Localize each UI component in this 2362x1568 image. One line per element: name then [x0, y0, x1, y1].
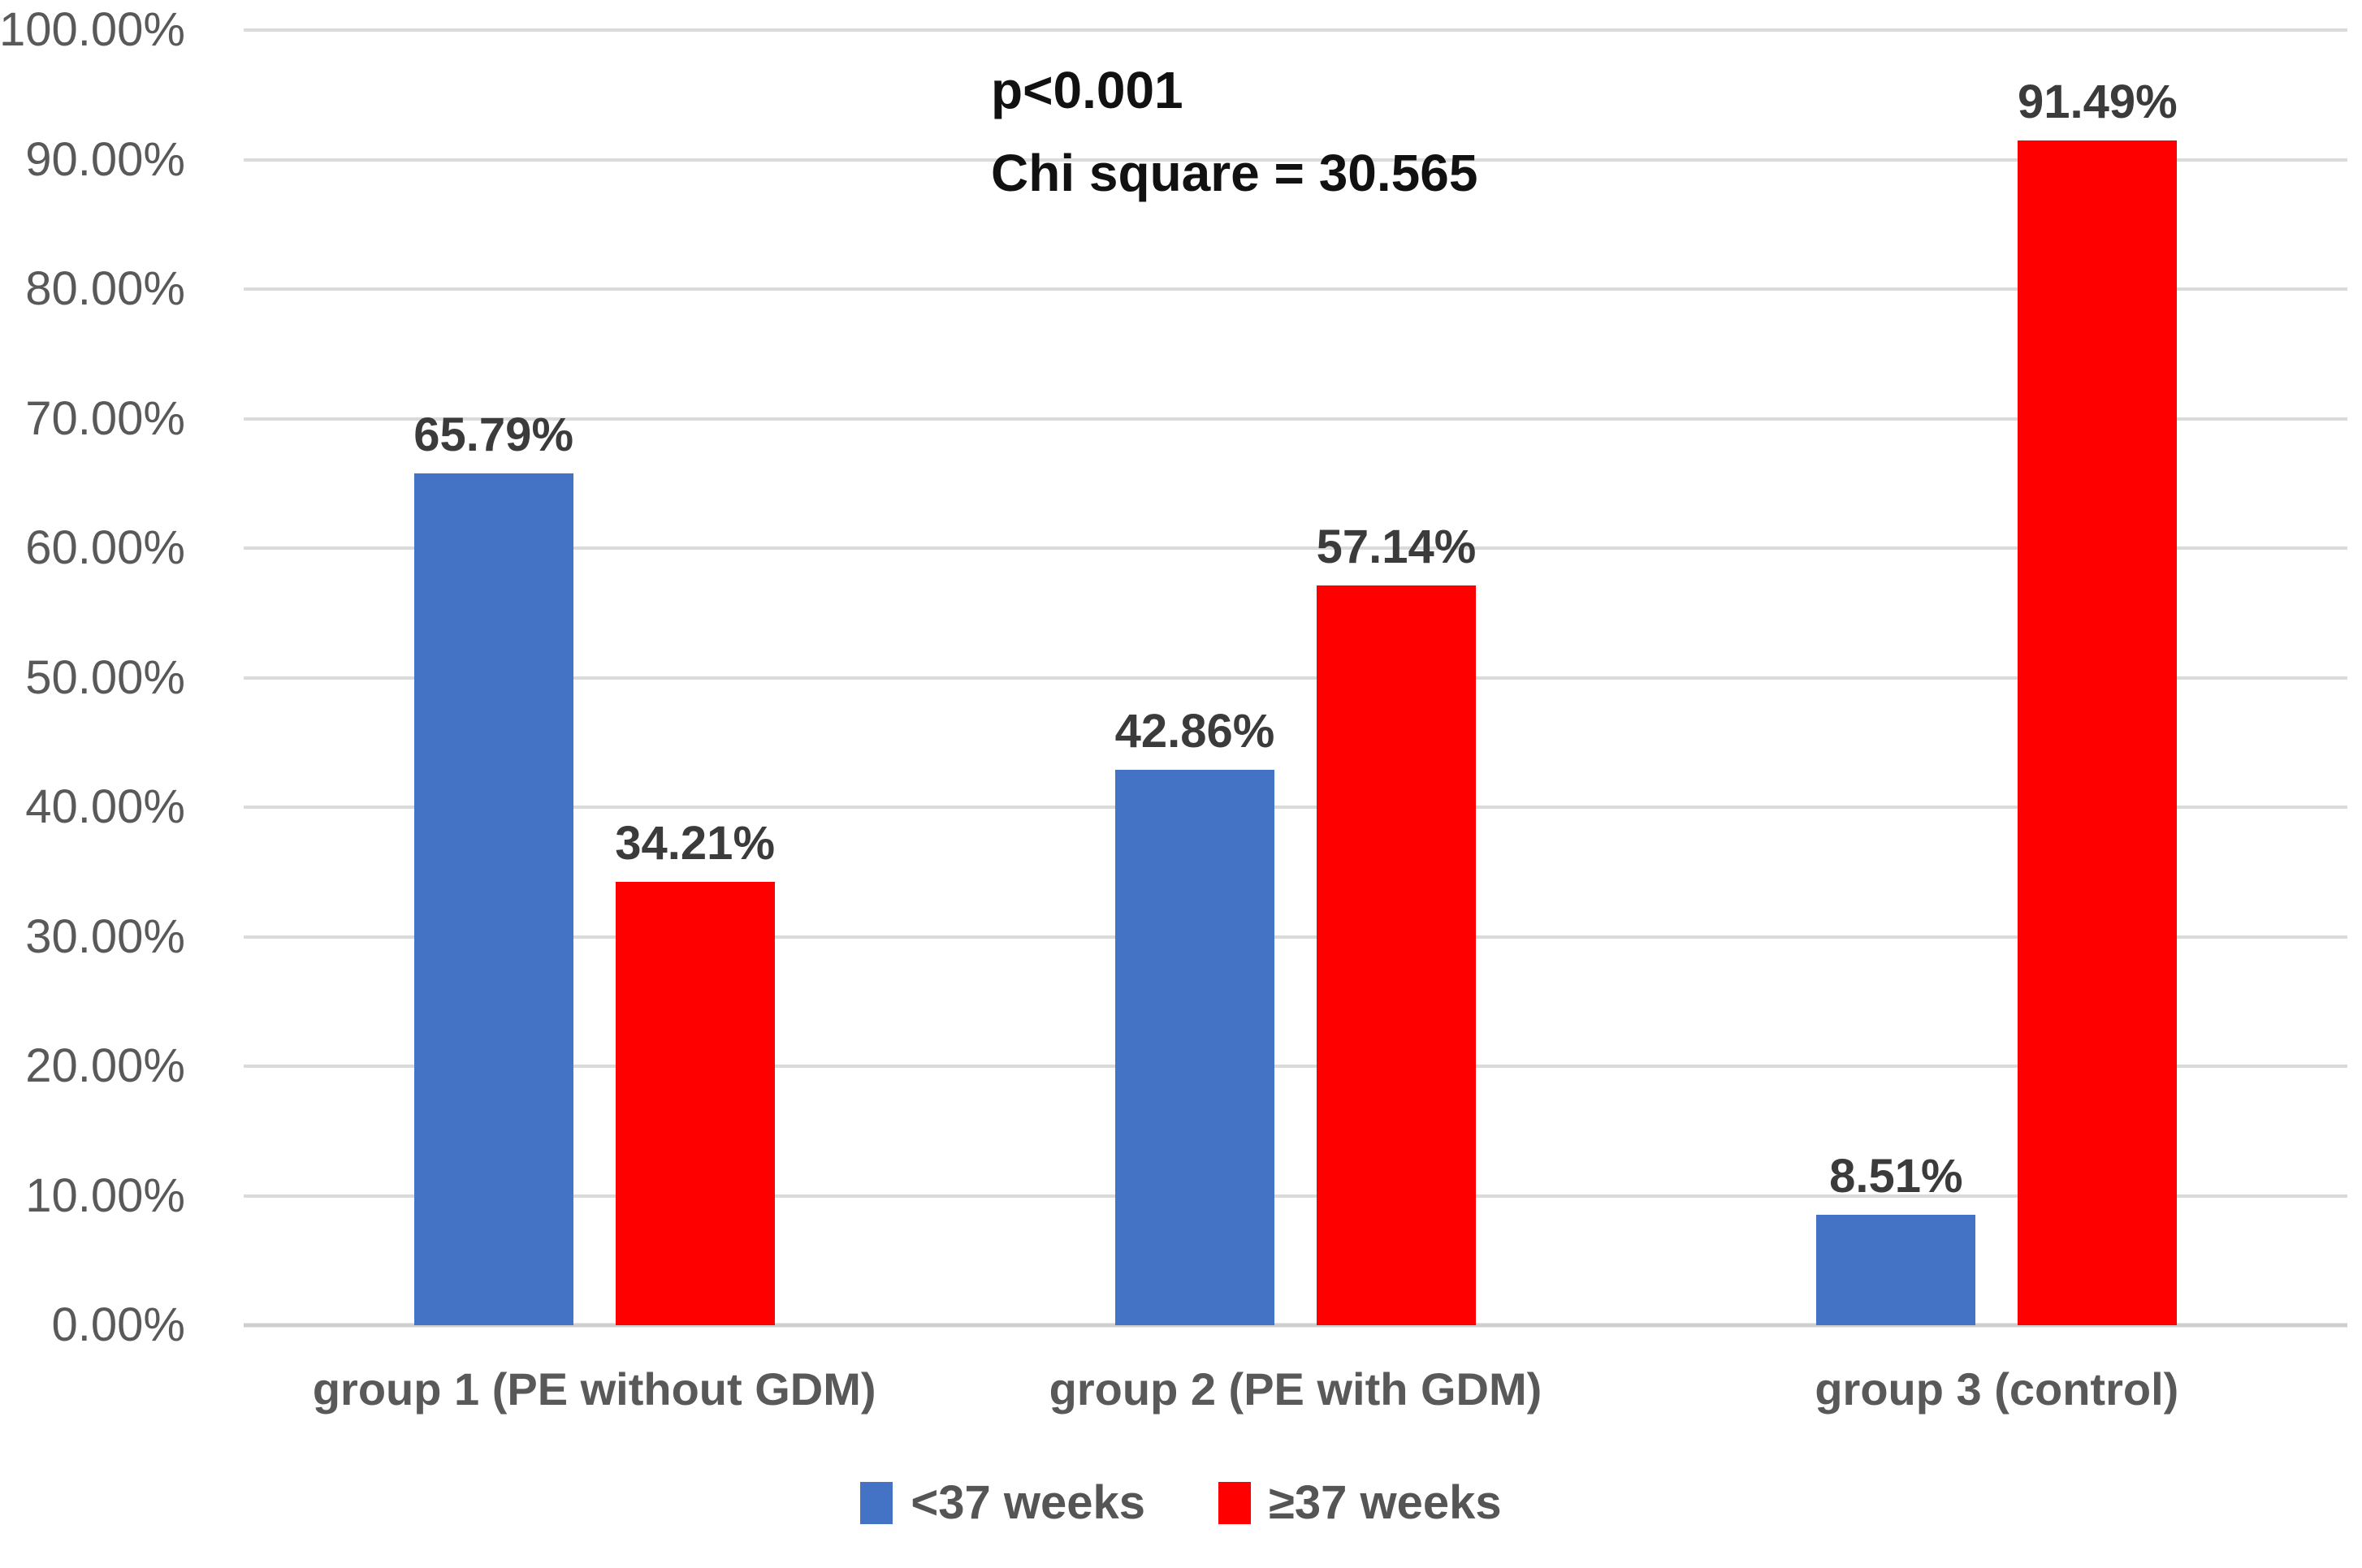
bar: 91.49% — [2018, 78, 2178, 1325]
bar: 42.86% — [1115, 708, 1274, 1325]
category-label: group 1 (PE without GDM) — [312, 1363, 876, 1415]
bar-value-label: 42.86% — [1114, 705, 1275, 758]
chi-square-text: Chi square = 30.565 — [991, 144, 1478, 202]
gridline — [244, 158, 2347, 162]
y-axis-tick-label: 0.00% — [51, 1298, 185, 1351]
y-axis-tick-label: 40.00% — [25, 780, 185, 833]
bar-group: 42.86% 57.14% — [945, 30, 1646, 1325]
y-axis-tick-label: 20.00% — [25, 1039, 185, 1092]
bar-value-label: 8.51% — [1829, 1150, 1963, 1203]
gridline — [244, 676, 2347, 680]
bar-value-label: 91.49% — [2017, 75, 2178, 128]
y-axis-tick-label: 10.00% — [25, 1168, 185, 1222]
bar-value-label: 57.14% — [1316, 520, 1477, 573]
bar-group: 65.79% 34.21% — [244, 30, 945, 1325]
y-axis-tick-label: 50.00% — [25, 650, 185, 704]
legend: <37 weeks ≥37 weeks — [0, 1479, 2362, 1527]
bar-group: 8.51% 91.49% — [1646, 30, 2347, 1325]
legend-item: ≥37 weeks — [1218, 1479, 1502, 1527]
bar: 65.79% — [413, 411, 573, 1325]
legend-label: ≥37 weeks — [1269, 1476, 1502, 1529]
legend-item: <37 weeks — [860, 1479, 1145, 1527]
gridline — [244, 287, 2347, 291]
gridline — [244, 546, 2347, 550]
y-axis-tick-label: 60.00% — [25, 521, 185, 574]
gridline — [244, 1065, 2347, 1068]
legend-swatch — [860, 1482, 893, 1524]
y-axis-tick-label: 80.00% — [25, 262, 185, 315]
gridline — [244, 28, 2347, 32]
gridline — [244, 935, 2347, 939]
bars-layer: 65.79% 34.21% 42.86% 57.14% 8.51% 91.49% — [244, 30, 2347, 1325]
y-axis-tick-label: 90.00% — [25, 132, 185, 186]
p-value-text: p<0.001 — [991, 61, 1183, 119]
bar-value-label: 34.21% — [615, 817, 776, 870]
x-axis-labels: group 1 (PE without GDM) group 2 (PE with… — [244, 1363, 2347, 1415]
y-axis: 0.00% 10.00% 20.00% 30.00% 40.00% 50.00% 60.00… — [0, 6, 195, 1349]
gridline — [244, 417, 2347, 421]
bar: 34.21% — [615, 820, 775, 1325]
plot-area — [244, 28, 2347, 1328]
category-label: group 2 (PE with GDM) — [1049, 1363, 1542, 1415]
bar: 8.51% — [1816, 1153, 1976, 1325]
legend-label: <37 weeks — [911, 1476, 1146, 1529]
y-axis-tick-label: 30.00% — [25, 909, 185, 963]
gridline — [244, 1323, 2347, 1328]
gridline — [244, 1194, 2347, 1198]
y-axis-tick-label: 70.00% — [25, 391, 185, 445]
y-axis-tick-label: 100.00% — [0, 3, 185, 56]
stats-annotation: p<0.001 Chi square = 30.565 — [991, 49, 1477, 214]
bar-value-label: 65.79% — [413, 408, 574, 461]
category-label: group 3 (control) — [1815, 1363, 2179, 1415]
gridline — [244, 806, 2347, 809]
bar: 57.14% — [1317, 523, 1476, 1325]
legend-swatch — [1218, 1482, 1252, 1524]
